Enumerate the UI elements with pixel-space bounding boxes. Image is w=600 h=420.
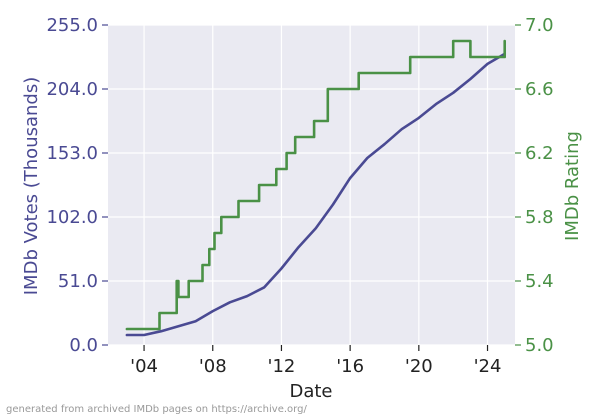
right-axis-label: IMDb Rating xyxy=(562,131,583,241)
left-tick-label: 51.0 xyxy=(58,271,98,292)
x-tick-label: '12 xyxy=(268,356,296,377)
x-tick-label: '16 xyxy=(336,356,364,377)
left-tick-label: 0.0 xyxy=(69,335,98,356)
left-tick-label: 204.0 xyxy=(46,79,98,100)
x-tick-label: '24 xyxy=(474,356,502,377)
x-axis-ticks: '04 '08 '12 '16 '20 '24 xyxy=(130,345,501,377)
right-tick-label: 7.0 xyxy=(525,15,554,36)
left-tick-label: 102.0 xyxy=(46,207,98,228)
x-tick-label: '20 xyxy=(405,356,433,377)
votes-series-line xyxy=(125,52,506,337)
source-footnote: generated from archived IMDb pages on ht… xyxy=(6,404,307,415)
left-axis-ticks: 0.0 51.0 102.0 153.0 204.0 255.0 xyxy=(46,15,108,356)
right-tick-label: 5.4 xyxy=(525,271,554,292)
x-tick-label: '04 xyxy=(130,356,158,377)
right-axis-ticks: 5.0 5.4 5.8 6.2 6.6 7.0 xyxy=(515,15,554,356)
right-tick-label: 5.0 xyxy=(525,335,554,356)
left-tick-label: 153.0 xyxy=(46,143,98,164)
x-axis-label: Date xyxy=(289,381,332,402)
x-tick-label: '08 xyxy=(199,356,227,377)
right-tick-label: 6.2 xyxy=(525,143,554,164)
right-tick-label: 6.6 xyxy=(525,79,554,100)
series-layer xyxy=(125,39,506,337)
left-axis-label: IMDb Votes (Thousands) xyxy=(21,77,42,296)
plot-area xyxy=(108,25,515,345)
rating-series-line xyxy=(125,39,506,331)
right-tick-label: 5.8 xyxy=(525,207,554,228)
left-tick-label: 255.0 xyxy=(46,15,98,36)
